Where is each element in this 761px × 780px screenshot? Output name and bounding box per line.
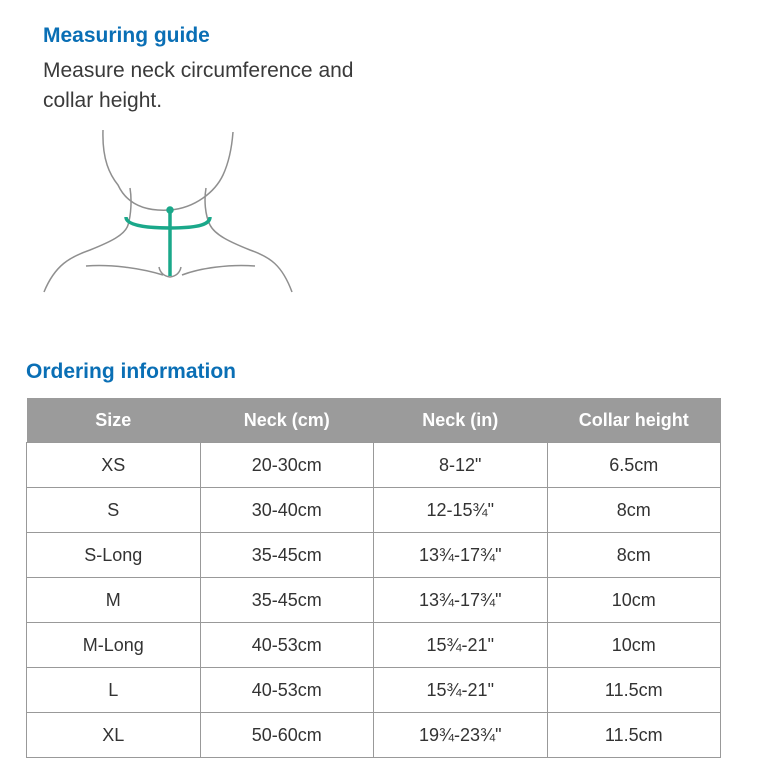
cell-neck-in: 15¾-21" [373,622,548,668]
table-row: M-Long 40-53cm 15¾-21" 10cm [26,622,721,668]
cell-collar-height: 8cm [546,487,721,533]
cell-collar-height: 6.5cm [546,442,721,488]
table-header-row: Size Neck (cm) Neck (in) Collar height [26,398,721,443]
cell-neck-cm: 30-40cm [199,487,374,533]
cell-size: S [26,487,201,533]
header-neck-cm: Neck (cm) [200,398,374,443]
header-neck-in: Neck (in) [373,398,547,443]
cell-size: M [26,577,201,623]
measuring-guide-text: Measure neck circumference and collar he… [43,59,354,112]
cell-neck-cm: 35-45cm [199,532,374,578]
cell-size: S-Long [26,532,201,578]
cell-neck-cm: 50-60cm [199,712,374,758]
table-row: XS 20-30cm 8-12" 6.5cm [26,442,721,488]
cell-neck-cm: 20-30cm [199,442,374,488]
cell-size: M-Long [26,622,201,668]
neck-measurement-illustration [43,129,293,293]
cell-neck-cm: 35-45cm [199,577,374,623]
table-row: S-Long 35-45cm 13¾-17¾" 8cm [26,532,721,578]
cell-collar-height: 10cm [546,622,721,668]
cell-size: XL [26,712,201,758]
cell-collar-height: 10cm [546,577,721,623]
table-row: L 40-53cm 15¾-21" 11.5cm [26,667,721,713]
cell-neck-in: 12-15¾" [373,487,548,533]
cell-neck-in: 13¾-17¾" [373,532,548,578]
header-size: Size [26,398,200,443]
cell-collar-height: 8cm [546,532,721,578]
ordering-information-title: Ordering information [26,360,236,383]
table-row: S 30-40cm 12-15¾" 8cm [26,487,721,533]
cell-size: L [26,667,201,713]
cell-neck-in: 13¾-17¾" [373,577,548,623]
table-row: M 35-45cm 13¾-17¾" 10cm [26,577,721,623]
cell-neck-cm: 40-53cm [199,622,374,668]
measuring-guide-title: Measuring guide [43,24,210,47]
size-table: Size Neck (cm) Neck (in) Collar height X… [26,398,721,758]
cell-neck-in: 19¾-23¾" [373,712,548,758]
cell-neck-cm: 40-53cm [199,667,374,713]
table-row: XL 50-60cm 19¾-23¾" 11.5cm [26,712,721,758]
header-collar-height: Collar height [547,398,721,443]
cell-collar-height: 11.5cm [546,667,721,713]
measurement-lines [124,206,212,276]
cell-size: XS [26,442,201,488]
cell-neck-in: 8-12" [373,442,548,488]
cell-neck-in: 15¾-21" [373,667,548,713]
cell-collar-height: 11.5cm [546,712,721,758]
